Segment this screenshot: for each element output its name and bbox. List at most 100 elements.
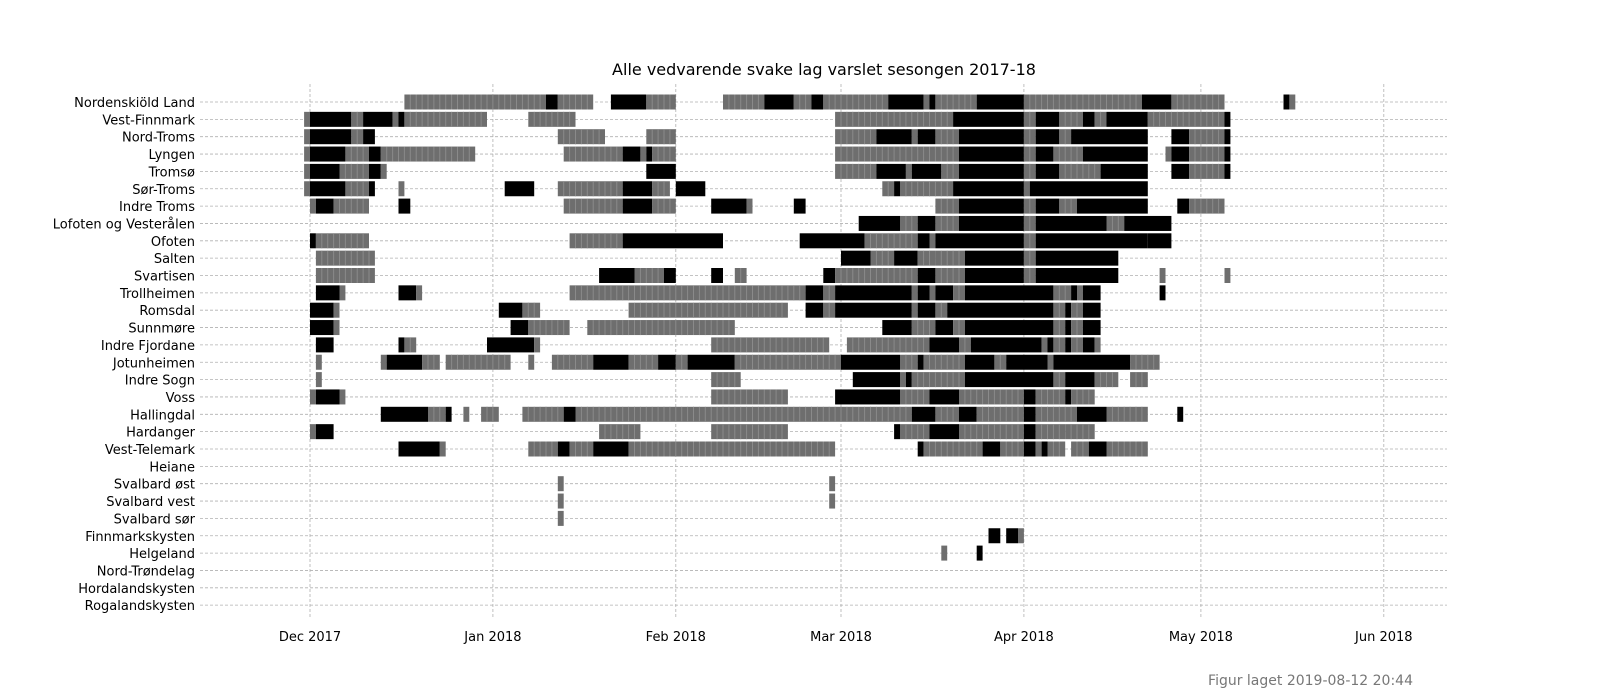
weak-layer-bar-strong <box>976 94 1024 110</box>
weak-layer-bar <box>900 372 906 388</box>
region-labels: Nordenskiöld Land Vest-Finnmark Nord-Troms… <box>53 96 196 614</box>
weak-layer-bar-strong <box>841 354 900 370</box>
weak-layer-bar-strong <box>953 111 1024 127</box>
weak-layer-bar <box>634 268 664 283</box>
weak-layer-bar-strong <box>687 354 735 370</box>
weak-layer-bar-strong <box>1224 111 1231 127</box>
weak-layer-bar <box>339 163 369 179</box>
weak-layer-bar-strong <box>1088 441 1107 457</box>
weak-layer-bar <box>823 94 889 110</box>
weak-layer-bar <box>1047 354 1054 370</box>
weak-layer-bar-strong <box>557 441 570 457</box>
weak-layer-bar <box>333 302 340 318</box>
x-tick-label: Feb 2018 <box>646 630 706 645</box>
weak-layer-bar-strong <box>310 233 316 249</box>
weak-layer-bar <box>1224 268 1231 283</box>
weak-layer-bar-strong <box>964 320 1054 336</box>
weak-layer-bar-strong <box>487 337 535 353</box>
weak-layer-bar-strong <box>1147 233 1172 249</box>
weak-layer-bar-strong <box>504 181 535 197</box>
weak-layer-bar-strong <box>882 320 912 336</box>
weak-layer-bar <box>380 354 387 370</box>
weak-layer-bar <box>416 285 423 301</box>
weak-layer-bar <box>428 406 446 422</box>
region-label: Svartisen <box>134 270 195 285</box>
weak-layer-bar-strong <box>1071 285 1077 301</box>
weak-layer-bar-strong <box>445 406 452 422</box>
weak-layer-bar <box>439 441 446 457</box>
weak-layer-bar-strong <box>380 406 428 422</box>
weak-layer-bar <box>835 163 877 179</box>
weak-layer-bar <box>557 476 564 492</box>
weak-layer-bar-strong <box>622 233 723 249</box>
region-label: Trollheimen <box>119 287 195 302</box>
weak-layer-bar-strong <box>1035 215 1107 231</box>
weak-layer-bar <box>1035 406 1077 422</box>
weak-layer-bar <box>528 320 570 336</box>
weak-layer-bar <box>900 181 954 197</box>
weak-layer-bar-strong <box>959 198 1024 214</box>
weak-layer-bar-strong <box>363 129 375 145</box>
weak-layer-bar <box>628 302 788 318</box>
weak-layer-bar <box>1130 354 1160 370</box>
weak-layer-bar-strong <box>1171 146 1190 162</box>
weak-layer-bar-strong <box>929 94 936 110</box>
weak-layer-bar <box>1059 163 1101 179</box>
weak-layer-bar <box>959 424 1024 440</box>
weak-layer-bar <box>481 406 499 422</box>
weak-layer-bar <box>829 476 836 492</box>
x-tick-labels: Dec 2017 Jan 2018 Feb 2018 Mar 2018 Apr 2018… <box>279 630 1413 645</box>
region-label: Indre Troms <box>119 200 195 215</box>
region-label: Indre Sogn <box>125 374 195 389</box>
weak-layer-bar-strong <box>964 285 1054 301</box>
region-label: Vest-Finnmark <box>102 113 195 128</box>
weak-layer-bar-strong <box>1124 215 1172 231</box>
weak-layer-bar-strong <box>1071 129 1148 145</box>
weak-layer-bar-strong <box>964 354 995 370</box>
weak-layer-bar-strong <box>1082 337 1095 353</box>
weak-layer-bar <box>835 146 959 162</box>
weak-layer-bar-strong <box>315 337 334 353</box>
weak-layer-bar-strong <box>315 285 340 301</box>
weak-layer-bar-strong <box>1224 146 1231 162</box>
weak-layer-bar-strong <box>510 320 529 336</box>
weak-layer-bar-strong <box>929 424 959 440</box>
weak-layer-bar-strong <box>917 233 930 249</box>
weak-layer-bar <box>304 181 310 197</box>
weak-layer-bar <box>911 129 918 145</box>
weak-layer-bar <box>304 111 310 127</box>
weak-layer-bar <box>1077 285 1083 301</box>
weak-layer-bar-strong <box>1041 441 1048 457</box>
weak-layer-bar <box>587 320 735 336</box>
weak-layer-bar <box>793 94 812 110</box>
weak-layer-bar-strong <box>622 198 653 214</box>
weak-layer-bar <box>711 424 788 440</box>
weak-layer-bar-strong <box>1023 441 1036 457</box>
weak-layer-bar <box>1041 337 1048 353</box>
weak-layer-bar-strong <box>917 285 930 301</box>
x-tick-label: Jan 2018 <box>463 630 521 645</box>
weak-layer-bar-strong <box>947 302 1054 318</box>
weak-layer-bar-strong <box>1177 406 1184 422</box>
weak-layer-bar <box>1023 181 1030 197</box>
weak-layer-bar-strong <box>911 406 936 422</box>
weak-layer-bar-strong <box>823 268 836 283</box>
weak-layer-bar-strong <box>929 337 959 353</box>
weak-layer-bar-strong <box>310 146 346 162</box>
region-label: Svalbard vest <box>106 495 195 510</box>
weak-layer-bar-strong <box>1065 302 1072 318</box>
weak-layer-bar <box>864 233 918 249</box>
weak-layer-bar <box>575 406 912 422</box>
weak-layer-bar-strong <box>929 389 959 405</box>
weak-layer-bar <box>333 320 340 336</box>
weak-layer-bar <box>599 424 641 440</box>
weak-layer-bar-strong <box>398 111 405 127</box>
weak-layer-bar-strong <box>610 94 647 110</box>
weak-layer-bar-strong <box>310 320 334 336</box>
region-label: Heiane <box>149 460 195 475</box>
weak-layer-bar-strong <box>1283 94 1290 110</box>
weak-layer-bar <box>557 181 623 197</box>
weak-layer-bar-strong <box>1065 372 1095 388</box>
bar-layer <box>304 94 1296 561</box>
weak-layer-bar <box>911 285 918 301</box>
